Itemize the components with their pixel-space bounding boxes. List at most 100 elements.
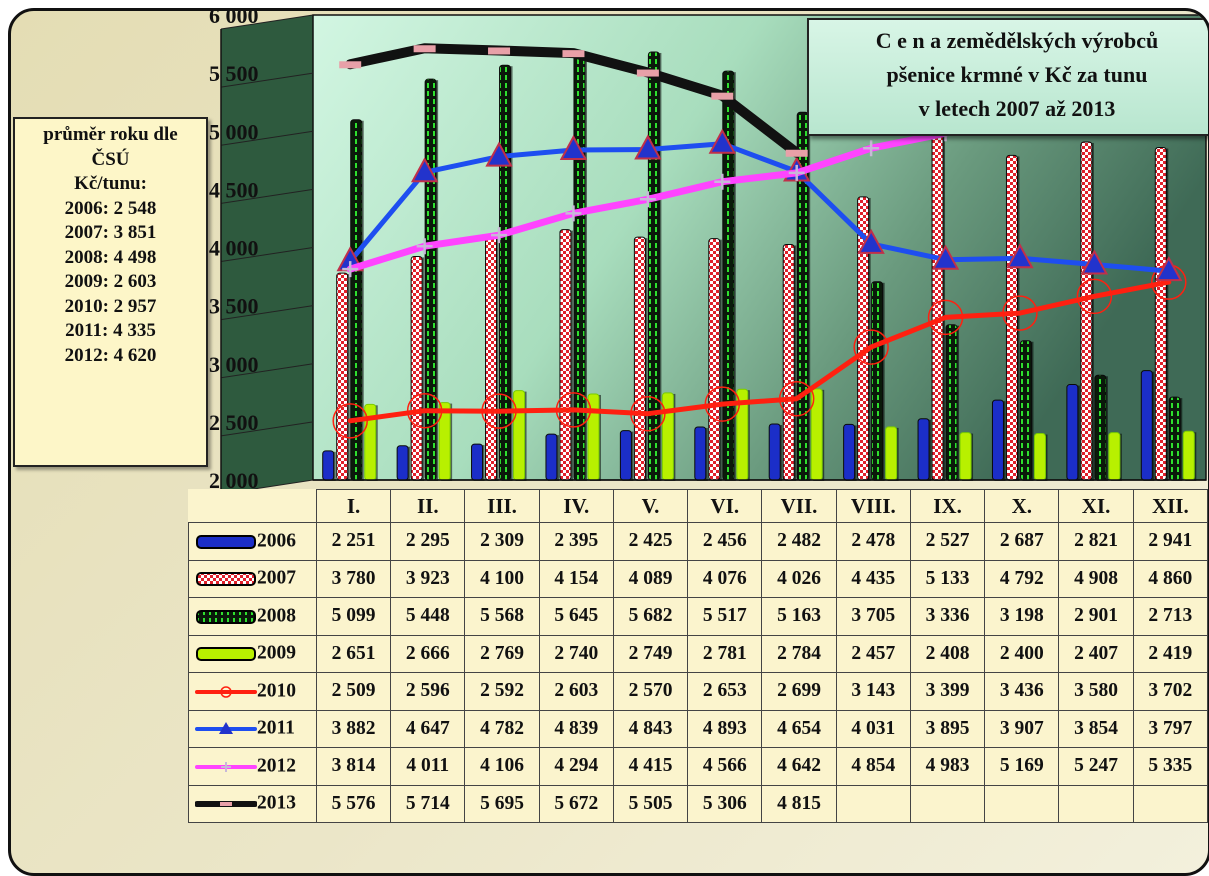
info-line: Kč/tunu: [74,173,147,194]
table-cell: 2 400 [984,634,1060,673]
table-cell: 4 566 [687,747,763,786]
marker-2012 [416,238,433,255]
bar-2008 [871,281,884,481]
marker-2011 [410,157,439,183]
bar-2006 [396,445,409,481]
bar-2007 [485,235,498,481]
info-line: 2007: 3 851 [64,222,157,243]
table-cell [984,784,1060,823]
marker-2010 [332,403,368,439]
table-cell: 4 154 [538,559,614,598]
marker-2013 [488,47,511,55]
table-cell: 5 306 [687,784,763,823]
series-legend: 2010 [188,672,317,711]
table-cell [835,784,911,823]
table-cell: 5 682 [612,597,689,636]
bar-2006 [917,418,930,481]
table-cell: 2 407 [1058,634,1134,673]
table-cell: 2 821 [1058,522,1134,561]
legend-key [195,722,257,735]
table-cell: 2 784 [761,634,837,673]
table-cell: 4 026 [761,559,837,598]
table-cell: 4 843 [612,709,689,748]
marker-2011 [1155,256,1183,282]
month-header: XI. [1058,489,1134,523]
table-cell: 2 666 [390,634,466,673]
table-cell: 2 713 [1132,597,1208,636]
bar-2007 [410,255,423,481]
marker-2011 [634,134,662,160]
table-cell: 2 425 [612,522,689,561]
table-cell: 2 603 [538,672,614,711]
series-legend: 2008 [188,597,317,636]
marker-2012 [639,191,656,208]
series-name: 2009 [257,643,296,665]
marker-2013 [562,50,585,58]
series-name: 2013 [257,793,296,815]
table-cell: 2 653 [687,672,763,711]
table-cell: 2 251 [315,522,392,561]
table-cell: 5 335 [1132,747,1208,786]
bar-2009 [885,426,898,481]
table-cell: 2 596 [390,672,466,711]
table-cell: 5 133 [909,559,986,598]
marker-2012 [342,261,359,278]
bar-2008 [1019,340,1032,481]
bar-2007 [782,243,795,481]
marker-2010 [853,329,889,365]
title-line-3: v letech 2007 až 2013 [918,96,1116,121]
table-cell: 3 702 [1132,672,1208,711]
marker-2011 [857,228,885,254]
legend-key [195,761,257,772]
legend-key [196,534,256,549]
table-row: 2013 5 576 5 714 5 695 5 672 5 505 5 306 4 815 [188,784,1208,823]
marker-2010 [778,380,815,417]
yearly-average-box: průměr roku dle ČSÚ Kč/tunu: 2006: 2 548 200… [13,117,208,467]
bar-2009 [1108,432,1121,481]
bar-2007 [931,115,944,481]
table-cell: 3 854 [1058,709,1134,748]
marker-2010 [630,395,666,432]
chart-plot: 2 000 2 500 3 000 3 500 4 000 4 500 5 000 5 500… [209,11,1207,491]
marker-2013 [636,69,659,77]
info-line: ČSÚ [91,148,130,170]
table-row: 2007 3 780 3 923 4 100 4 154 4 089 4 076 4 026 4… [188,559,1208,598]
info-line: 2006: 2 548 [64,197,157,219]
marker-2012 [565,205,582,222]
table-cell: 2 901 [1058,597,1134,636]
table-cell: 5 714 [390,784,466,823]
y-gridline [220,247,314,262]
y-gridline [220,363,314,379]
y-gridline [220,188,314,204]
marker-2011 [485,141,513,167]
table-cell: 3 143 [835,672,911,711]
marker-2010 [1076,278,1113,315]
table-cell: 5 517 [687,597,763,636]
legend-key [195,685,257,698]
bar-2009 [1033,433,1046,481]
bar-2006 [1140,370,1153,481]
table-cell: 2 295 [390,522,466,561]
table-cell: 4 435 [835,559,911,598]
bar-2006 [843,423,856,481]
month-header: II. [390,489,466,523]
y-gridline [220,72,314,88]
table-cell: 4 983 [909,747,986,786]
table-cell: 2 527 [909,522,986,561]
table-cell: 4 011 [390,747,466,786]
month-header: XII. [1132,489,1208,523]
marker-2010 [406,392,443,429]
table-cell: 2 408 [909,634,986,673]
table-cell: 2 651 [315,634,392,673]
y-tick-label: 4 000 [209,236,259,261]
table-cell: 4 076 [687,559,763,598]
marker-2010 [704,386,741,422]
table-cell: 5 099 [315,597,392,636]
table-cell: 2 395 [538,522,614,561]
table-cell: 5 672 [538,784,614,823]
table-cell: 4 815 [761,784,837,823]
y-tick-label: 3 000 [209,352,259,377]
marker-2012 [863,140,880,157]
series-name: 2012 [257,755,296,777]
bar-2008 [573,55,586,481]
